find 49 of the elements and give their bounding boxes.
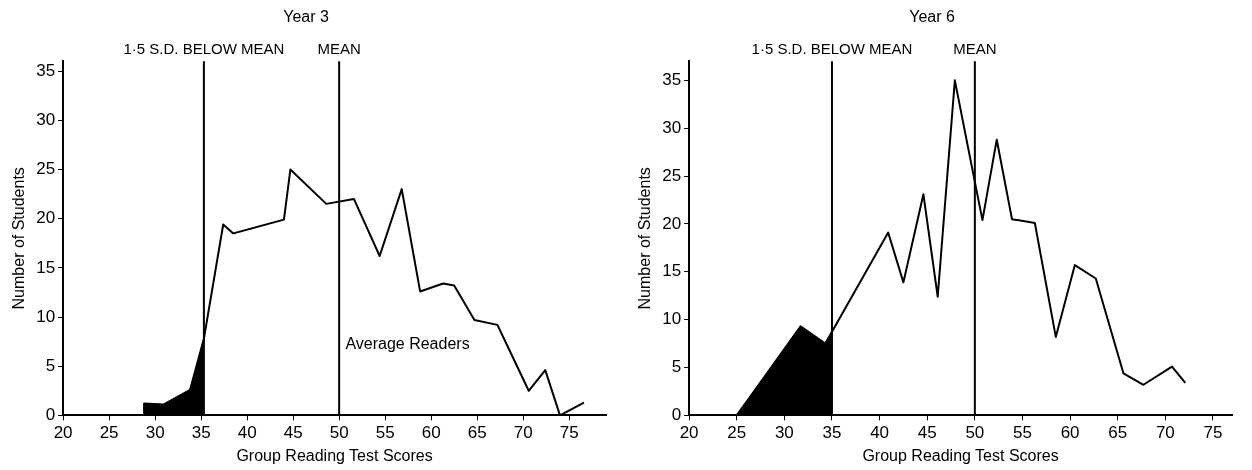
- y-tick-label: 35: [662, 70, 682, 90]
- x-tick-label: 40: [870, 423, 890, 443]
- y-tick-label: 30: [662, 117, 682, 137]
- y-axis-title: Number of Students: [636, 167, 654, 310]
- x-tick-label: 30: [774, 423, 794, 443]
- y-tick-label: 5: [671, 357, 682, 377]
- x-tick-label: 70: [513, 423, 533, 443]
- y-tick-label: 15: [662, 261, 682, 281]
- x-tick-label: 55: [375, 423, 395, 443]
- y-tick-label: 35: [36, 60, 56, 80]
- x-tick-label: 65: [467, 423, 487, 443]
- ref-line-label: 1·5 S.D. BELOW MEAN: [123, 39, 285, 57]
- y-tick-label: 25: [662, 165, 682, 185]
- x-axis-title: Group Reading Test Scores: [236, 446, 433, 464]
- x-tick-label: 65: [1108, 423, 1128, 443]
- x-tick-label: 50: [965, 423, 985, 443]
- ref-line-label: MEAN: [953, 39, 997, 57]
- ref-line-label: MEAN: [317, 39, 361, 57]
- ref-line-label: 1·5 S.D. BELOW MEAN: [751, 39, 913, 57]
- y-tick-label: 10: [662, 309, 682, 329]
- x-tick-label: 30: [145, 423, 165, 443]
- x-tick-label: 50: [329, 423, 349, 443]
- x-tick-label: 35: [822, 423, 842, 443]
- x-tick-label: 75: [1203, 423, 1223, 443]
- y-tick-label: 5: [45, 355, 56, 375]
- x-tick-label: 45: [283, 423, 303, 443]
- x-axis-title: Group Reading Test Scores: [862, 446, 1059, 464]
- y-tick-label: 0: [45, 405, 56, 425]
- x-tick-label: 60: [1060, 423, 1080, 443]
- x-tick-label: 70: [1155, 423, 1175, 443]
- x-tick-label: 35: [191, 423, 211, 443]
- y-tick-label: 20: [36, 208, 56, 228]
- x-tick-label: 55: [1013, 423, 1032, 443]
- y-tick-label: 25: [36, 159, 56, 179]
- y-tick-label: 20: [662, 213, 682, 233]
- x-tick-label: 45: [917, 423, 937, 443]
- chart-title: Year 3: [283, 8, 329, 26]
- x-tick-label: 25: [727, 423, 747, 443]
- y-tick-label: 30: [36, 109, 56, 129]
- x-tick-label: 75: [559, 423, 579, 443]
- annotation: Average Readers: [345, 334, 470, 352]
- y-axis-title: Number of Students: [10, 167, 28, 310]
- y-tick-label: 15: [36, 257, 56, 277]
- y-tick-label: 0: [671, 405, 682, 425]
- y-tick-label: 10: [36, 306, 56, 326]
- x-tick-label: 60: [421, 423, 441, 443]
- x-tick-label: 25: [99, 423, 119, 443]
- chart-title: Year 6: [909, 8, 955, 26]
- x-tick-label: 40: [237, 423, 257, 443]
